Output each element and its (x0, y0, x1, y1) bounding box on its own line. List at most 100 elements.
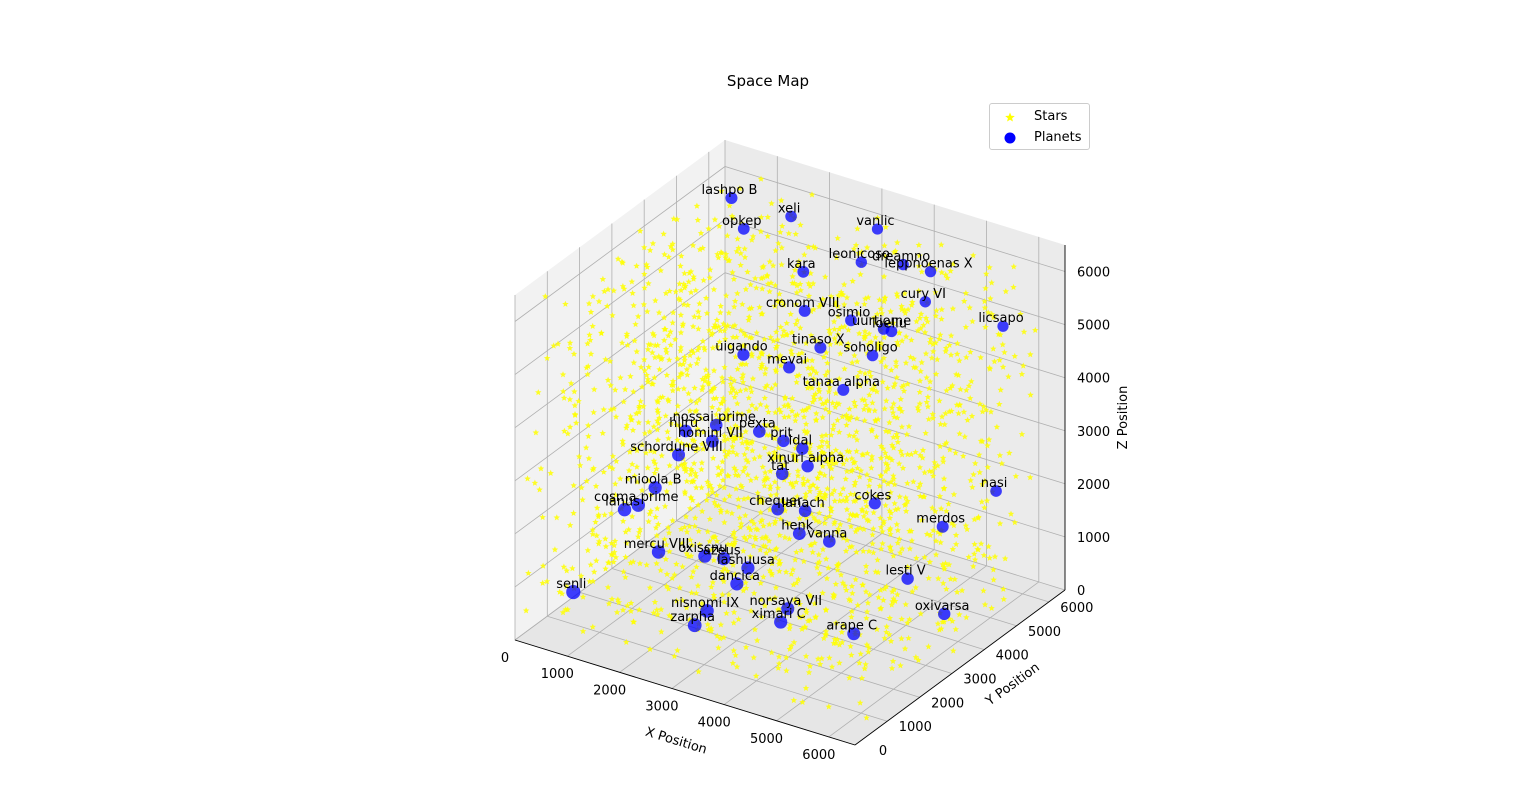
star-point (756, 303, 763, 311)
star-point (819, 462, 826, 470)
star-point (828, 465, 835, 472)
star-point (877, 472, 885, 479)
planet-point (990, 485, 1002, 497)
planet-label: tanaa alpha (803, 375, 880, 390)
star-point (827, 293, 835, 300)
planet-label: leonicoso (829, 247, 890, 262)
star-point (570, 350, 578, 357)
star-point (918, 359, 925, 366)
star-point (699, 337, 707, 344)
star-point (662, 345, 670, 352)
star-point (714, 250, 721, 258)
star-point (724, 412, 731, 419)
star-point (777, 228, 784, 235)
planet-label: vanlic (856, 214, 894, 229)
star-point (635, 408, 643, 416)
star-point (808, 364, 815, 371)
star-point (764, 273, 771, 280)
planet-point (897, 258, 909, 271)
star-point (629, 289, 636, 296)
star-point (818, 432, 826, 439)
star-point (896, 329, 903, 336)
star-point (711, 216, 719, 223)
planet-label: mercu VIII (624, 537, 690, 552)
planet-label: oxiscnu (678, 541, 727, 556)
star-point (866, 591, 873, 598)
star-point (936, 492, 944, 500)
star-point (636, 529, 643, 536)
star-point (777, 559, 784, 566)
star-point (585, 363, 592, 370)
star-point (749, 573, 756, 580)
star-point (990, 566, 997, 573)
star-point (926, 261, 933, 268)
planet-label: hiiru (669, 416, 698, 431)
star-point (741, 451, 748, 458)
star-point (757, 518, 764, 525)
star-point (706, 538, 713, 545)
star-point (677, 347, 684, 354)
star-point (641, 284, 648, 291)
star-point (921, 469, 928, 476)
star-point (623, 424, 630, 431)
star-point (663, 488, 670, 495)
star-point (855, 494, 863, 501)
star-point (817, 470, 824, 477)
star-point (725, 309, 733, 316)
star-point (788, 642, 795, 649)
star-point (880, 520, 887, 527)
star-point (894, 527, 902, 534)
star-point (947, 267, 954, 274)
star-point (877, 454, 885, 461)
star-point (857, 650, 864, 657)
star-point (862, 295, 869, 302)
x-tick-label: 3000 (645, 699, 678, 714)
star-point (914, 327, 922, 334)
star-point (897, 447, 904, 454)
star-point (857, 382, 864, 389)
star-point (949, 305, 957, 312)
star-point (984, 463, 991, 471)
star-point (801, 407, 809, 414)
star-point (870, 509, 877, 516)
star-point (727, 374, 734, 381)
star-point (827, 377, 835, 385)
planet-label: uigando (715, 340, 768, 355)
star-point (602, 565, 609, 572)
star-point (882, 468, 889, 475)
star-point (648, 380, 656, 387)
star-point (699, 445, 707, 452)
star-point (816, 530, 824, 537)
planet-point (631, 498, 645, 512)
star-point (761, 370, 769, 377)
star-point (691, 384, 698, 391)
star-point (563, 567, 570, 574)
star-point (779, 462, 786, 469)
star-point (922, 350, 930, 357)
star-point (729, 269, 736, 276)
star-point (586, 578, 593, 585)
star-point (629, 426, 637, 433)
star-point (778, 497, 786, 504)
star-point (896, 549, 904, 556)
planet-point (901, 572, 914, 585)
star-point (617, 475, 624, 482)
star-point (925, 574, 932, 581)
planet-label: cosma prime (594, 490, 679, 505)
star-point (600, 406, 607, 413)
star-point (769, 262, 777, 269)
star-point (776, 452, 783, 459)
star-point (816, 303, 823, 310)
star-point (803, 430, 810, 437)
star-point (839, 453, 846, 460)
star-point (718, 467, 726, 474)
star-point (842, 475, 849, 482)
star-point (832, 580, 840, 587)
star-point (665, 529, 673, 536)
star-point (908, 451, 915, 458)
star-point (818, 442, 825, 449)
star-point (551, 546, 559, 553)
star-point (790, 581, 797, 588)
star-point (608, 539, 615, 546)
star-point (698, 386, 706, 393)
